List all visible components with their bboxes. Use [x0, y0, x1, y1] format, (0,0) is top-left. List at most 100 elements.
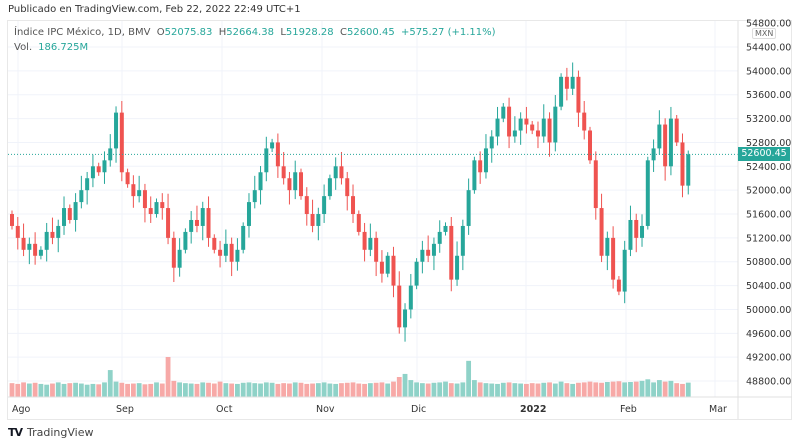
grid: [8, 21, 738, 397]
x-tick-label: Ago: [12, 404, 31, 415]
candle-body: [137, 190, 142, 197]
candle-body: [310, 214, 315, 226]
volume-bar: [552, 383, 558, 397]
volume-bar: [96, 384, 102, 397]
candle: [252, 175, 257, 209]
candle-body: [663, 124, 668, 167]
candle-body: [449, 225, 454, 280]
volume-bar: [419, 383, 425, 397]
candle: [408, 273, 413, 319]
candle: [431, 237, 436, 271]
candle: [663, 118, 668, 181]
candle-body: [125, 172, 130, 185]
candle-body: [576, 76, 581, 113]
volume-bar: [9, 383, 15, 397]
volume-bar: [680, 383, 685, 397]
open-value: 52075.83: [164, 27, 213, 38]
volume-bar: [32, 382, 38, 397]
candle: [270, 138, 275, 152]
volume-bar: [275, 383, 281, 397]
candle: [535, 121, 540, 149]
volume-bar: [102, 382, 107, 397]
candle: [368, 223, 373, 257]
candle: [582, 100, 587, 140]
candle-body: [559, 76, 564, 107]
candle: [154, 198, 159, 218]
candle: [414, 258, 419, 290]
candle: [206, 196, 211, 247]
candle: [483, 134, 488, 179]
candle: [605, 231, 610, 271]
x-tick-label: Nov: [316, 404, 335, 415]
candle: [449, 217, 454, 292]
candle: [541, 104, 546, 143]
y-tick-label: 52000.00: [746, 186, 791, 197]
y-tick-label: 53200.00: [746, 114, 791, 125]
candle: [472, 156, 477, 194]
volume-bar: [125, 383, 130, 397]
x-tick-label: Dic: [411, 404, 426, 415]
volume-bar: [90, 383, 96, 397]
candle-body: [437, 231, 442, 244]
close-value: 52600.45: [346, 27, 395, 38]
candle: [351, 184, 356, 223]
volume-bar: [367, 383, 373, 397]
x-tick-label: Oct: [216, 404, 233, 415]
volume-bar: [645, 379, 651, 397]
candle: [576, 70, 581, 127]
volume-bar: [217, 381, 223, 397]
candle-body: [501, 106, 506, 119]
candle: [559, 73, 564, 111]
y-tick-label: 51600.00: [746, 210, 791, 221]
candle-body: [541, 118, 546, 137]
candle: [235, 238, 240, 271]
candle-body: [154, 202, 159, 215]
candle: [38, 246, 43, 260]
candle-body: [686, 154, 691, 186]
currency-badge[interactable]: MXN: [752, 28, 777, 39]
volume-bar: [535, 383, 541, 397]
volume-bar: [107, 370, 113, 397]
candle: [645, 156, 650, 230]
y-tick-label: 48800.00: [746, 377, 791, 388]
tradingview-logo[interactable]: TV TradingView: [8, 426, 94, 439]
candle-body: [616, 279, 621, 292]
volume-bar: [252, 383, 258, 397]
volume-bar: [240, 382, 246, 397]
candle: [501, 103, 506, 123]
candle: [391, 246, 396, 298]
y-tick-label: 49600.00: [746, 329, 791, 340]
candle-body: [96, 166, 101, 173]
candle: [611, 226, 616, 289]
ohlc-legend: Índice IPC México, 1D, BMV O52075.83 H52…: [14, 27, 496, 38]
volume-bar: [304, 383, 310, 397]
candle: [489, 130, 494, 163]
candle: [460, 219, 465, 271]
x-tick-label: Mar: [709, 404, 727, 415]
volume-bar: [437, 382, 443, 397]
candle-body: [518, 118, 523, 131]
candle-body: [403, 309, 408, 328]
volume-bar: [633, 381, 639, 397]
volume-bar: [281, 383, 287, 397]
candle-body: [397, 285, 402, 328]
volume-bar: [356, 383, 362, 397]
candle: [674, 115, 679, 147]
volume-bar: [50, 383, 55, 397]
candle: [281, 151, 286, 185]
volume-bar: [483, 383, 489, 397]
volume-bar: [668, 380, 674, 397]
candle-body: [79, 190, 84, 203]
volume-bar: [628, 382, 633, 397]
candle: [27, 237, 32, 265]
volume-bar: [431, 382, 437, 397]
candle-body: [657, 124, 662, 149]
volume-bar: [610, 381, 616, 397]
x-tick-label: Feb: [620, 404, 637, 415]
candle-body: [362, 231, 367, 250]
volume-bar: [616, 381, 622, 397]
candle-body: [524, 118, 529, 125]
candle-body: [33, 243, 38, 256]
candle: [686, 150, 691, 195]
